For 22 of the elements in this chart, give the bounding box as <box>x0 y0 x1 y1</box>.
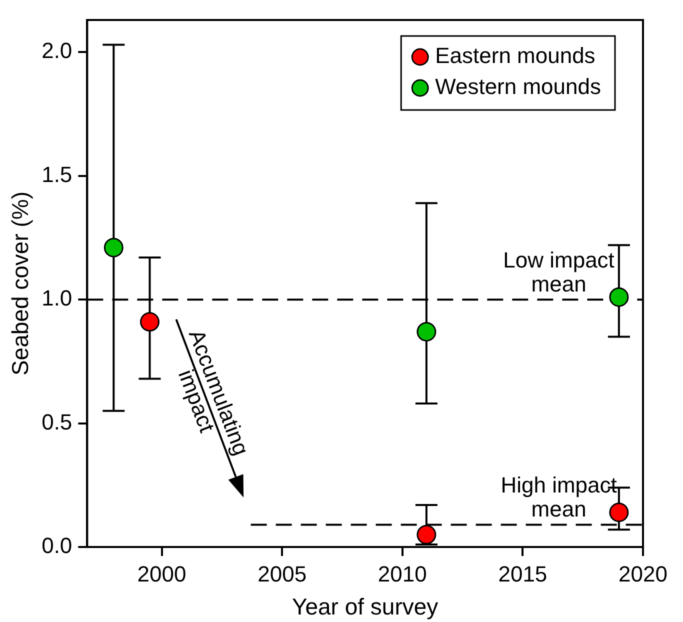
legend-label: Eastern mounds <box>435 43 596 68</box>
y-tick-label: 0.0 <box>42 533 72 558</box>
point <box>609 502 629 522</box>
point <box>609 287 629 307</box>
y-axis-title: Seabed cover (%) <box>7 191 34 376</box>
x-tick-label: 2015 <box>498 561 548 586</box>
ref-line-label: Low impact mean <box>503 248 614 297</box>
y-tick-label: 1.5 <box>42 162 72 187</box>
x-tick-label: 2020 <box>618 561 668 586</box>
y-tick-label: 1.0 <box>42 286 72 311</box>
annotation: High impact mean <box>500 472 617 522</box>
legend-label: Western mounds <box>435 74 602 100</box>
x-axis-title: Year of survey <box>292 594 439 620</box>
point <box>104 238 124 258</box>
point <box>416 524 436 544</box>
point <box>416 322 436 342</box>
x-tick-label: 2010 <box>378 561 427 586</box>
x-tick-label: 2005 <box>258 561 307 586</box>
point <box>140 312 160 332</box>
y-tick-label: 0.5 <box>42 409 72 434</box>
x-tick-label: 2000 <box>137 561 186 586</box>
y-tick-label: 2.0 <box>42 38 72 64</box>
